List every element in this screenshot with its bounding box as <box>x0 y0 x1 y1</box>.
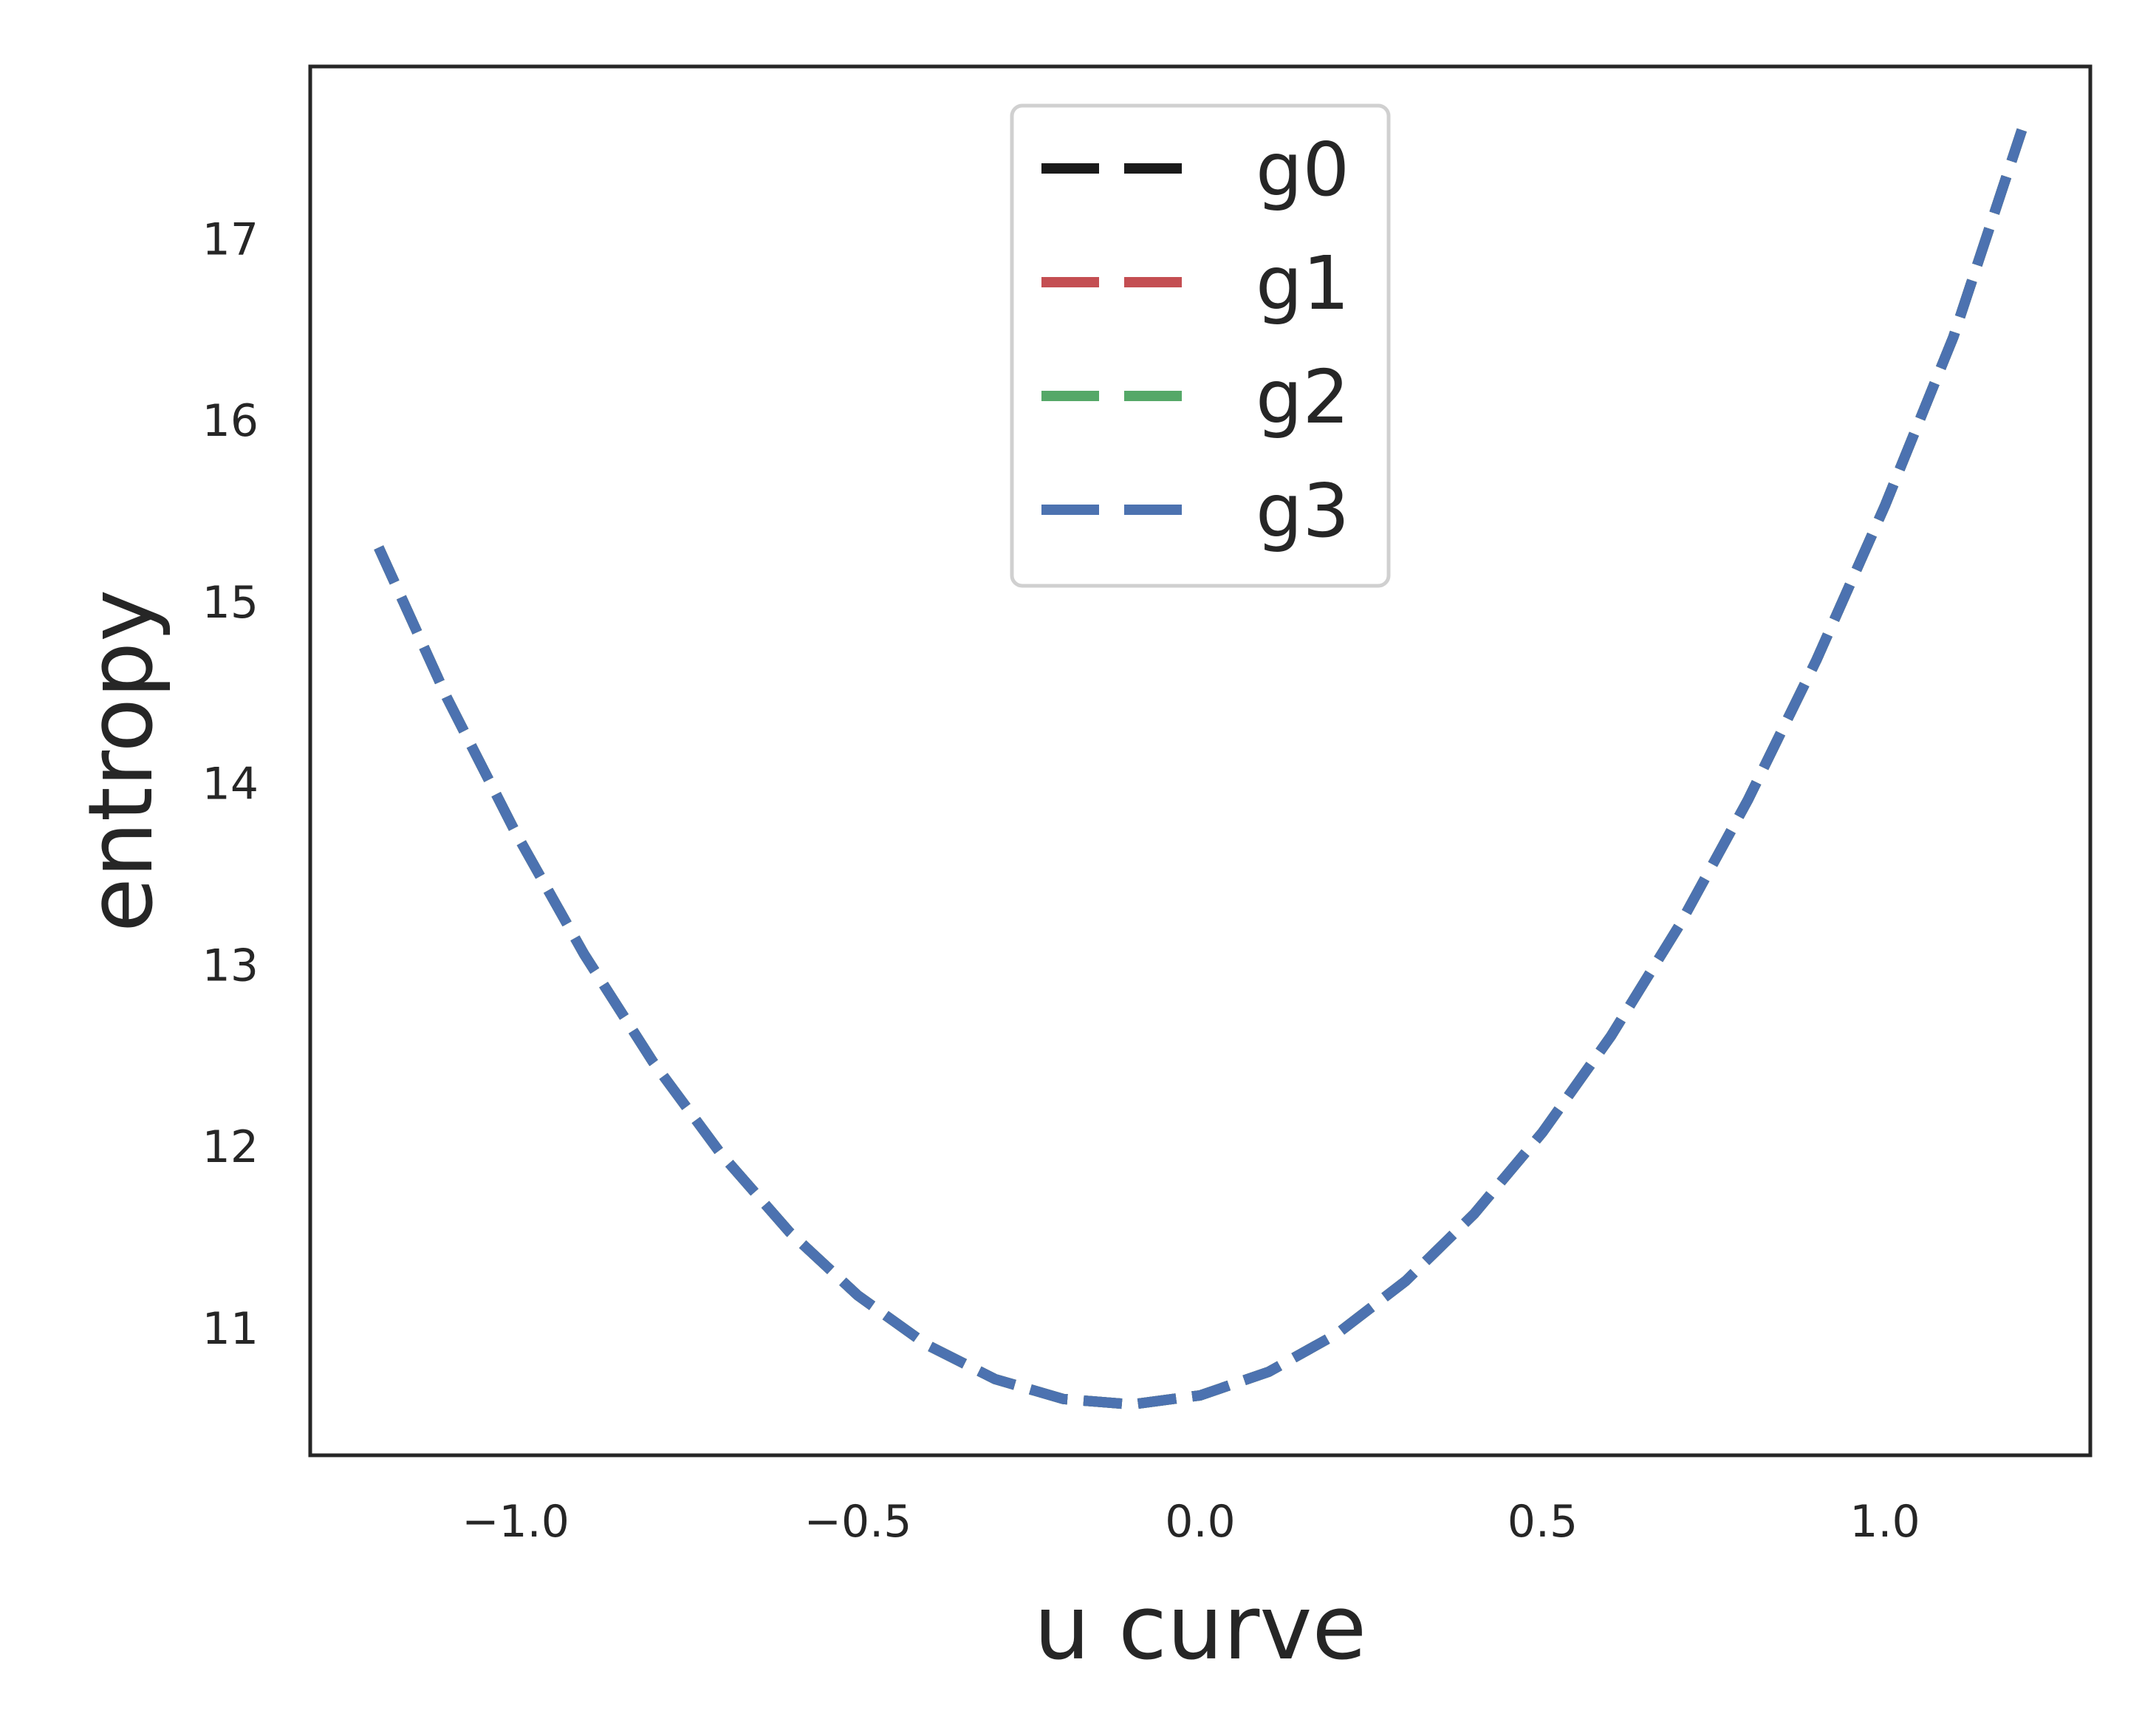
legend: g0 g1 g2 g3 <box>1010 103 1391 588</box>
x-axis-ticks: −1.0 −0.5 0.0 0.5 1.0 <box>462 1496 1920 1548</box>
series-line-g3 <box>374 128 2027 1410</box>
y-tick-label: 15 <box>202 577 259 629</box>
y-axis-ticks: 11 12 13 14 15 16 17 <box>202 213 259 1355</box>
legend-label-g1: g1 <box>1256 240 1349 327</box>
y-tick-label: 14 <box>202 759 259 810</box>
x-axis-label: u curve <box>1034 1577 1366 1680</box>
x-tick-label: 1.0 <box>1850 1496 1920 1548</box>
y-tick-label: 11 <box>202 1303 259 1355</box>
x-tick-label: −1.0 <box>462 1496 569 1548</box>
plot-frame <box>308 64 2093 1458</box>
x-tick-label: 0.0 <box>1165 1496 1235 1548</box>
legend-label-g2: g2 <box>1256 354 1349 440</box>
legend-label-g0: g0 <box>1256 126 1349 213</box>
y-axis-label: entropy <box>70 590 173 932</box>
series-layer <box>374 128 2027 1410</box>
x-tick-label: −0.5 <box>804 1496 912 1548</box>
x-tick-label: 0.5 <box>1508 1496 1578 1548</box>
legend-label-g3: g3 <box>1256 468 1349 554</box>
y-tick-label: 16 <box>202 395 259 447</box>
y-tick-label: 13 <box>202 940 259 991</box>
y-tick-label: 17 <box>202 213 259 265</box>
y-tick-label: 12 <box>202 1121 259 1173</box>
legend-frame <box>1010 103 1391 588</box>
